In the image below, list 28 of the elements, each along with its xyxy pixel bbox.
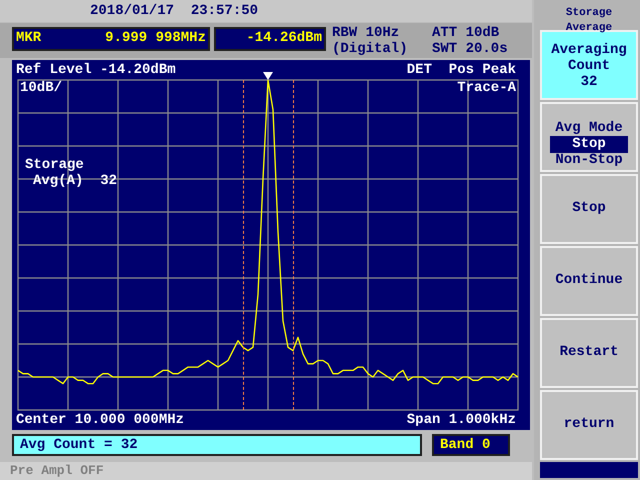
text: Stop [571, 200, 607, 216]
annotation: Avg(A) 32 [33, 173, 118, 189]
text: ATT 10dB [432, 25, 500, 41]
text: -14.26dBm [245, 30, 322, 46]
text: Center 10.000 000MHz [16, 412, 184, 428]
text: Stop [571, 136, 607, 152]
text: Avg Count = 32 [20, 437, 138, 453]
text: RBW 10Hz [332, 25, 400, 41]
text: (Digital) [332, 41, 408, 57]
text: 2018/01/17 23:57:50 [90, 3, 258, 19]
text: Non-Stop [554, 152, 624, 168]
text: Avg Mode [554, 120, 624, 136]
text: DET Pos Peak [406, 62, 516, 78]
annotation: Trace-A [456, 80, 516, 96]
text: MKR [16, 30, 42, 46]
text: Span 1.000kHz [406, 412, 516, 428]
text: Continue [554, 272, 624, 288]
text: SWT 20.0s [432, 41, 508, 57]
text: Ref Level -14.20dBm [16, 62, 176, 78]
text: Pre Ampl OFF [10, 463, 104, 478]
text: Averaging Count 32 [550, 42, 628, 90]
text: return [562, 416, 616, 432]
text: 9.999 998MHz [104, 30, 206, 46]
text: Restart [558, 344, 620, 360]
annotation: Storage [25, 157, 84, 173]
text: Storage Average [564, 6, 614, 36]
text: Band 0 [440, 437, 490, 453]
annotation: 10dB/ [20, 80, 62, 96]
